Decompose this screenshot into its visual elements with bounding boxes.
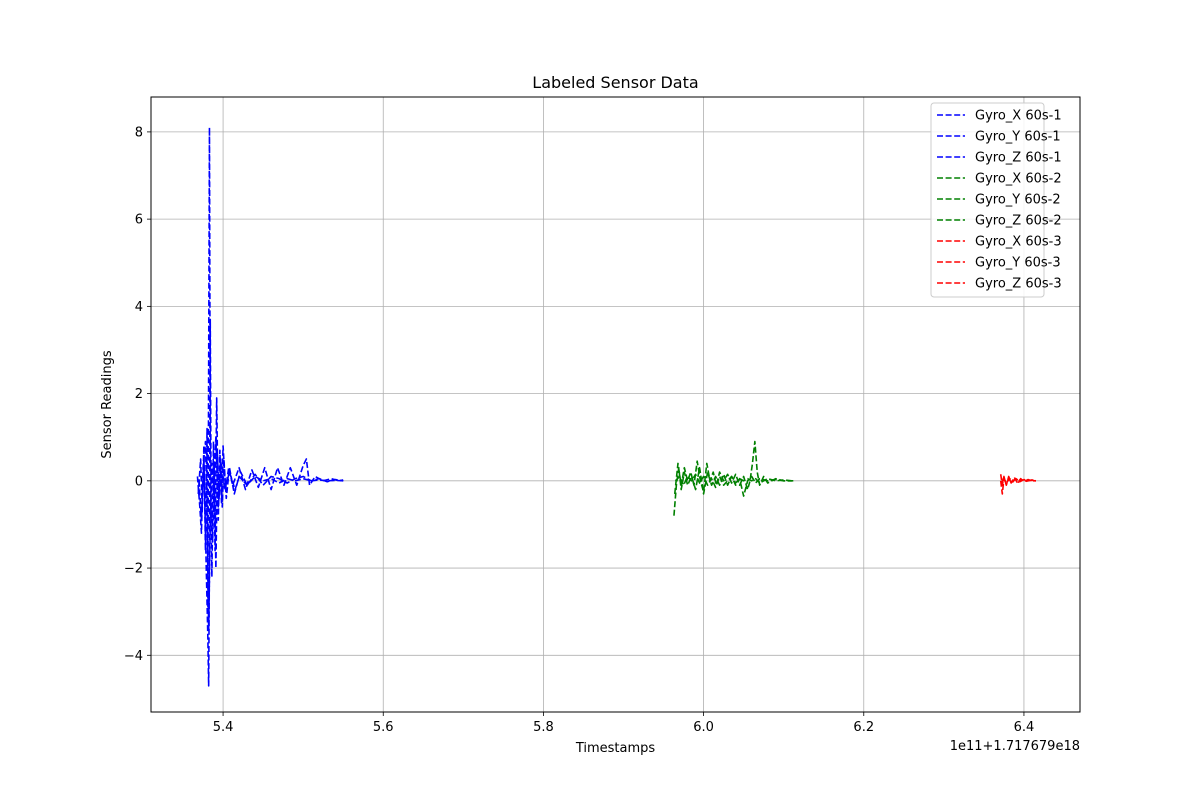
y-tick-label: 4 bbox=[135, 300, 143, 315]
y-tick-label: 0 bbox=[135, 474, 143, 489]
x-tick-label: 5.8 bbox=[533, 720, 554, 735]
y-tick-label: 2 bbox=[135, 387, 143, 402]
x-tick-label: 5.6 bbox=[373, 720, 394, 735]
series-line bbox=[673, 440, 794, 494]
legend-label: Gyro_Y 60s-2 bbox=[975, 193, 1061, 208]
plot-frame bbox=[150, 96, 1081, 713]
x-tick-label: 6.4 bbox=[1014, 720, 1035, 735]
legend-label: Gyro_X 60s-1 bbox=[975, 109, 1062, 124]
tick-layer: 5.4 5.6 5.8 6.0 6.2 6.4 −4 −2 0 2 4 6 8 bbox=[124, 125, 1034, 735]
x-tick-label: 5.4 bbox=[213, 720, 234, 735]
y-tick-label: 6 bbox=[135, 213, 143, 228]
legend: Gyro_X 60s-1 Gyro_Y 60s-1 Gyro_Z 60s-1 Gyro… bbox=[930, 102, 1062, 298]
legend-label: Gyro_X 60s-3 bbox=[975, 235, 1062, 250]
legend-label: Gyro_Y 60s-3 bbox=[975, 256, 1061, 271]
y-tick-label: 8 bbox=[135, 125, 143, 140]
legend-label: Gyro_Z 60s-3 bbox=[975, 277, 1062, 292]
x-axis-label: Timestamps bbox=[575, 741, 656, 756]
series-line bbox=[674, 473, 792, 497]
legend-label: Gyro_X 60s-2 bbox=[975, 172, 1062, 187]
series-line bbox=[198, 318, 344, 687]
chart-title: Labeled Sensor Data bbox=[532, 73, 698, 92]
y-tick-label: −2 bbox=[124, 562, 143, 577]
x-offset-label: 1e11+1.717679e18 bbox=[950, 739, 1080, 754]
x-tick-label: 6.2 bbox=[853, 720, 874, 735]
series-line bbox=[999, 474, 1036, 486]
y-tick-label: −4 bbox=[124, 649, 143, 664]
y-axis-label: Sensor Readings bbox=[100, 350, 115, 458]
x-tick-label: 6.0 bbox=[693, 720, 714, 735]
legend-box bbox=[930, 102, 1045, 298]
legend-label: Gyro_Z 60s-1 bbox=[975, 151, 1062, 166]
legend-label: Gyro_Y 60s-1 bbox=[975, 130, 1061, 145]
grid-layer bbox=[151, 97, 1080, 712]
series-layer bbox=[196, 126, 1037, 687]
series-line bbox=[197, 126, 344, 613]
series-line bbox=[1000, 476, 1037, 486]
legend-label: Gyro_Z 60s-2 bbox=[975, 214, 1062, 229]
